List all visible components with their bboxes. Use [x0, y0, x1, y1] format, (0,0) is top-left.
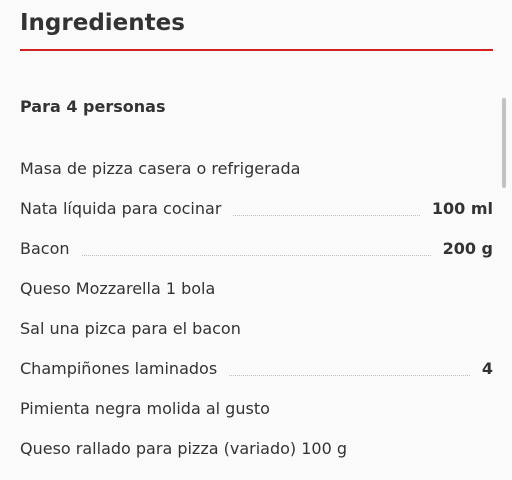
ingredient-name: Masa de pizza casera o refrigerada — [20, 158, 301, 178]
ingredient-name: Queso Mozzarella 1 bola — [20, 278, 216, 298]
ingredient-list: Masa de pizza casera o refrigerada Nata … — [20, 148, 493, 468]
leader-dots — [233, 214, 420, 216]
ingredient-quantity: 100 ml — [431, 198, 493, 218]
ingredient-name: Champiñones laminados — [20, 358, 218, 378]
ingredient-name: Nata líquida para cocinar — [20, 198, 222, 218]
title-underline — [20, 49, 493, 51]
ingredient-item: Nata líquida para cocinar 100 ml — [20, 188, 493, 228]
ingredient-item: Queso Mozzarella 1 bola — [20, 268, 493, 308]
ingredient-item: Queso rallado para pizza (variado) 100 g — [20, 428, 493, 468]
servings-label: Para 4 personas — [20, 97, 166, 116]
leader-dots — [81, 254, 431, 256]
ingredient-name: Bacon — [20, 238, 70, 258]
ingredient-item: Masa de pizza casera o refrigerada — [20, 148, 493, 188]
ingredient-quantity: 4 — [481, 358, 493, 378]
ingredient-item: Bacon 200 g — [20, 228, 493, 268]
ingredient-name: Queso rallado para pizza (variado) 100 g — [20, 438, 348, 458]
ingredient-item: Pimienta negra molida al gusto — [20, 388, 493, 428]
ingredient-quantity: 200 g — [442, 238, 493, 258]
ingredient-name: Sal una pizca para el bacon — [20, 318, 241, 338]
ingredient-item: Champiñones laminados 4 — [20, 348, 493, 388]
ingredient-name: Pimienta negra molida al gusto — [20, 398, 270, 418]
section-title: Ingredientes — [20, 10, 185, 36]
leader-dots — [229, 374, 470, 376]
ingredient-item: Sal una pizca para el bacon — [20, 308, 493, 348]
scrollbar-thumb[interactable] — [502, 98, 506, 188]
